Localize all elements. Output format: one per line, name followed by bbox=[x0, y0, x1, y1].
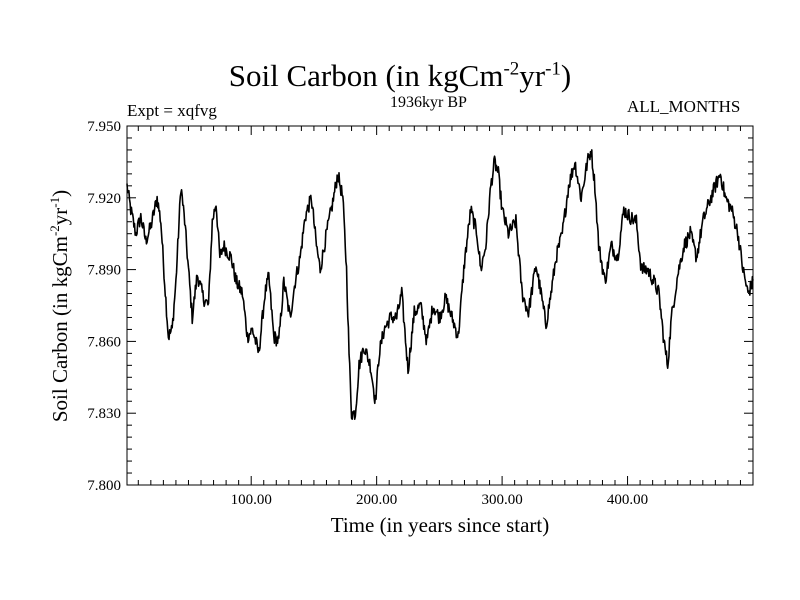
y-tick-label: 7.920 bbox=[87, 191, 121, 207]
y-tick-label: 7.800 bbox=[87, 478, 121, 494]
experiment-label: Expt = xqfvg bbox=[127, 101, 217, 120]
plot-frame bbox=[126, 125, 754, 486]
x-tick-label: 200.00 bbox=[356, 492, 397, 508]
title-unit-time: yr bbox=[519, 58, 546, 93]
y-axis-exponent-area: -2 bbox=[47, 225, 62, 237]
x-tick-label: 400.00 bbox=[607, 492, 648, 508]
y-axis-label-text: Soil Carbon (in kgCm bbox=[48, 236, 72, 423]
title-exponent-area: -2 bbox=[503, 58, 520, 80]
axis-tick-labels: 100.00 200.00 300.00 400.00 7.800 7.830 7.860 7… bbox=[87, 119, 648, 508]
title-exponent-time: -1 bbox=[545, 58, 561, 80]
title-close-paren: ) bbox=[560, 58, 572, 93]
y-axis-exponent-time: -1 bbox=[47, 196, 62, 208]
axis-ticks bbox=[127, 126, 753, 485]
y-axis-close-paren: ) bbox=[48, 189, 72, 197]
y-axis-unit-time: yr bbox=[48, 207, 72, 226]
chart-title: Soil Carbon (in kgCm-2yr-1) bbox=[0, 58, 800, 94]
months-label: ALL_MONTHS bbox=[627, 97, 741, 116]
y-axis-label: Soil Carbon (in kgCm-2yr-1) bbox=[47, 190, 73, 422]
x-axis-label: Time (in years since start) bbox=[330, 513, 550, 537]
title-text: Soil Carbon (in kgCm bbox=[228, 58, 504, 93]
y-tick-label: 7.950 bbox=[87, 119, 121, 135]
y-tick-label: 7.860 bbox=[87, 334, 121, 350]
x-tick-label: 100.00 bbox=[231, 492, 272, 508]
x-tick-label: 300.00 bbox=[481, 492, 522, 508]
series-line-soil-carbon bbox=[126, 149, 754, 421]
y-tick-label: 7.830 bbox=[87, 406, 121, 422]
y-tick-label: 7.890 bbox=[87, 263, 121, 279]
period-label: 1936kyr BP bbox=[390, 94, 467, 111]
